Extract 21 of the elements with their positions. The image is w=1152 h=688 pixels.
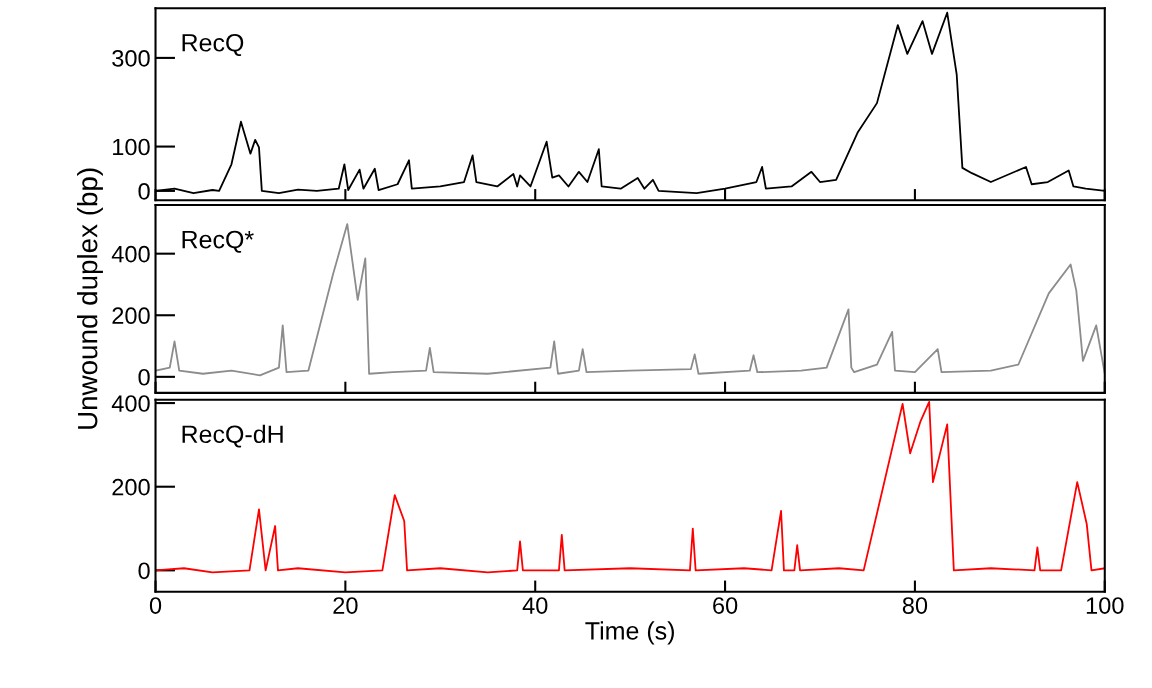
x-tick-label: 0 bbox=[149, 597, 162, 614]
line-series bbox=[155, 223, 1105, 377]
y-tick-label: 100 bbox=[113, 138, 150, 156]
y-tick-label: 0 bbox=[138, 182, 150, 200]
x-tick-label: 40 bbox=[522, 597, 548, 614]
x-tick-label: 80 bbox=[902, 597, 928, 614]
legend-label: RecQ bbox=[182, 33, 244, 57]
text: RecQ* bbox=[182, 230, 254, 253]
text: RecQ-dH bbox=[182, 424, 283, 448]
x-tick-label: 60 bbox=[713, 597, 738, 614]
y-tick-label: 400 bbox=[111, 245, 150, 263]
y-tick-label: 200 bbox=[112, 478, 150, 496]
y-tick-label: 0 bbox=[138, 368, 150, 386]
y-tick-label: 300 bbox=[112, 49, 150, 67]
x-tick-label: 100 bbox=[1086, 597, 1124, 614]
y-tick-label: 200 bbox=[112, 307, 150, 325]
y-tick-label: 400 bbox=[111, 395, 150, 412]
x-tick-label: 20 bbox=[333, 597, 358, 614]
x-axis-title: Time (s) bbox=[585, 621, 674, 645]
y-tick-label: 0 bbox=[138, 562, 150, 580]
y-axis-title: Unwound duplex (bp) bbox=[77, 168, 103, 429]
